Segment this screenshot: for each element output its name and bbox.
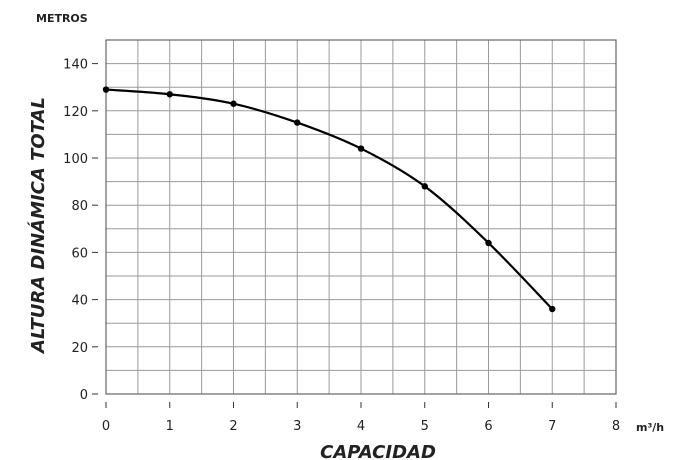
x-tick-label: 4 [357,419,365,434]
y-tick-label: 120 [63,105,88,120]
x-tick-label: 6 [484,419,492,434]
y-tick-label: 80 [71,199,88,214]
data-point [166,91,173,98]
y-tick-label: 60 [71,246,88,261]
data-point [102,86,110,93]
curve-layer [102,86,556,313]
y-tick-label: 0 [80,388,88,403]
x-tick-label: 1 [166,419,174,434]
x-tick-label: 0 [102,419,110,434]
y-units-label: METROS [36,12,88,25]
x-tick-label: 2 [229,419,237,434]
x-tick-label: 5 [421,419,429,434]
y-tick-label: 100 [63,152,88,167]
y-tick-label: 20 [71,341,88,356]
data-point [485,239,492,247]
grid [105,39,617,395]
x-tick-label: 7 [548,419,556,434]
x-units-label: m³/h [636,421,664,434]
plot-frame [105,39,617,395]
data-point [549,305,556,313]
x-tick-label: 3 [293,419,301,434]
data-point [294,119,301,126]
data-point [357,145,365,152]
x-tick-label: 8 [612,419,620,434]
y-axis-title: ALTURA DINÁMICA TOTAL [27,97,49,355]
y-tick-label: 40 [71,294,88,309]
x-axis-title: CAPACIDAD [320,442,436,460]
data-point [421,183,428,190]
data-point [230,100,237,107]
y-tick-label: 140 [63,58,88,73]
